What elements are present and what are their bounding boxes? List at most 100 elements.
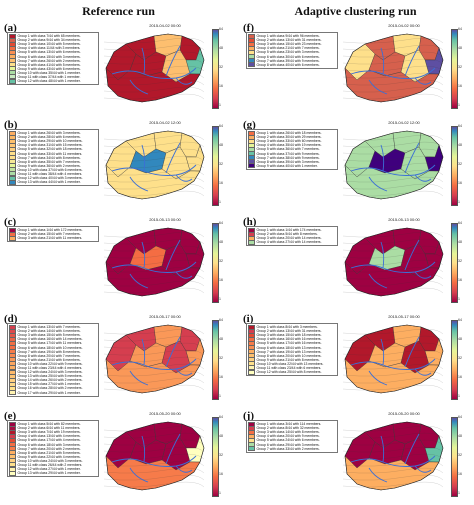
legend-label: Group 9 with class 22/44 with 4 members. xyxy=(17,454,81,459)
legend-item: Group 3 with class 21/44 with 11 members… xyxy=(9,235,97,241)
cell-boundary xyxy=(103,58,205,65)
legend-label: Group 8 with class 41/44 with 5 members. xyxy=(17,62,81,67)
legend-label: Group 2 with class 14/44 with 4 members. xyxy=(17,329,81,334)
legend-label: Group 2 with class 13/44 with 31 members… xyxy=(256,329,322,334)
legend-label: Group 9 with class 40/44 with 1 member. xyxy=(256,163,318,168)
river-line xyxy=(129,79,149,95)
legend-label: Group 4 with class 13/44 with 4 members. xyxy=(17,434,81,439)
cell-boundary xyxy=(103,231,205,238)
legend-label: Group 1 with class 3/44 with 114 members… xyxy=(256,422,322,427)
legend-label: Group 2 with class 8/44 with 32 members. xyxy=(256,426,320,431)
legend-label: Group 17 with class 29/44 with 1 member. xyxy=(17,390,81,395)
legend-label: Group 8 with class 40/44 with 6 members. xyxy=(256,62,320,67)
colorbar-tick-label: 16 xyxy=(219,472,223,476)
cell-boundary xyxy=(342,342,444,349)
river-line xyxy=(165,142,181,174)
catchment-map xyxy=(342,130,444,200)
river-line xyxy=(165,336,181,368)
legend-label: Group 3 with class 33/44 with 60 members… xyxy=(256,139,322,144)
cell-boundary xyxy=(342,377,444,384)
cell-boundary xyxy=(103,432,205,439)
map-panel: (e) 2015-05-20 00:00 Group 1 with class 5/… xyxy=(2,410,234,500)
cell-boundary xyxy=(103,86,205,93)
cell-boundary xyxy=(103,252,205,259)
legend-label: Group 1 with class 1/44 with 172 members… xyxy=(17,228,83,233)
colorbar-tick-label: 48 xyxy=(458,337,462,341)
legend-label: Group 9 with class 21/44 with 8 members. xyxy=(256,357,320,362)
cell-boundary xyxy=(342,273,444,280)
colorbar-tick-label: 1 xyxy=(458,200,460,204)
cell-boundary xyxy=(342,51,444,58)
legend-label: Group 12 with class 25/44 with 8 members… xyxy=(256,370,322,375)
catchment-map xyxy=(103,227,205,297)
legend-label: Group 1 with class 8/44 with 3 members. xyxy=(256,325,318,330)
panel-label: (e) xyxy=(4,410,17,422)
legend-label: Group 13 with class 29/44 with 1 member. xyxy=(17,471,81,476)
cell-boundary xyxy=(342,86,444,93)
cell-boundary xyxy=(103,474,205,481)
colorbar-tick-label: 16 xyxy=(458,181,462,185)
legend-label: Group 3 with class 29/44 with 10 members… xyxy=(17,139,83,144)
legend-swatch xyxy=(248,369,255,375)
catchment-outline xyxy=(105,227,205,297)
panel-label: (b) xyxy=(4,119,18,131)
legend-item: Group 12 with class 25/44 with 8 members… xyxy=(248,369,336,375)
cell-boundary xyxy=(342,335,444,342)
colorbar-tick-label: 64 xyxy=(219,318,223,322)
legend-label: Group 7 with class 20/44 with 2 members. xyxy=(17,446,81,451)
legend-label: Group 4 with class 11/44 with 3 members. xyxy=(17,46,81,51)
legend-item: Group 12 with class 48/44 with 1 member. xyxy=(9,78,97,84)
colorbar-tick-label: 32 xyxy=(219,162,223,166)
river-line xyxy=(111,455,197,467)
river-line xyxy=(129,467,149,483)
legend-label: Group 7 with class 26/44 with 2 members. xyxy=(17,58,81,63)
legend-item: Group 8 with class 40/44 with 6 members. xyxy=(248,62,336,68)
river-line xyxy=(414,174,432,182)
colorbar-tick-label: 64 xyxy=(219,221,223,225)
colorbar xyxy=(212,223,219,303)
river-line xyxy=(350,67,436,79)
colorbar-tick-label: 16 xyxy=(219,278,223,282)
cell-boundary xyxy=(342,439,444,446)
legend-label: Group 12 with class 24/44 with 3 members… xyxy=(17,370,83,375)
legend-label: Group 2 with class 9/44 with 34 members. xyxy=(17,38,81,43)
cell-boundary xyxy=(103,238,205,245)
legend-label: Group 6 with class 15/44 with 3 members. xyxy=(17,54,81,59)
legend-label: Group 4 with class 27/44 with 14 members… xyxy=(256,240,322,245)
legend-label: Group 4 with class 31/44 with 15 members… xyxy=(17,143,83,148)
legend-label: Group 2 with class 5/44 with 8 members. xyxy=(256,232,318,237)
legend-label: Group 12 with class 40/44 with 3 members… xyxy=(17,176,83,181)
colorbar-tick-label: 64 xyxy=(219,415,223,419)
reference-run-title: Reference run xyxy=(82,4,155,18)
cell-boundary xyxy=(103,425,205,432)
colorbar-tick-label: 64 xyxy=(458,27,462,31)
legend-label: Group 8 with class 21/44 with 5 members. xyxy=(17,450,81,455)
legend-label: Group 12 with class 27/44 with 1 member. xyxy=(17,467,81,472)
colorbar-tick-label: 16 xyxy=(458,278,462,282)
legend-label: Group 2 with class 15/44 with 7 members. xyxy=(17,232,81,237)
colorbar-tick-label: 32 xyxy=(458,162,462,166)
legend-label: Group 12 with class 48/44 with 1 member. xyxy=(17,79,81,84)
group-legend: Group 1 with class 26/44 with 3 members.… xyxy=(7,129,99,187)
river-line xyxy=(350,455,436,467)
legend-label: Group 7 with class 19/44 with 8 members. xyxy=(17,349,81,354)
legend-swatch xyxy=(9,235,16,241)
river-line xyxy=(111,358,197,370)
legend-swatch xyxy=(9,179,16,185)
legend-label: Group 3 with class 21/44 with 11 members… xyxy=(17,236,83,241)
cell-boundary xyxy=(342,446,444,453)
panel-label: (d) xyxy=(4,313,18,325)
cell-boundary xyxy=(103,51,205,58)
legend-label: Group 6 with class 37/44 with 9 members. xyxy=(256,151,320,156)
legend-label: Group 7 with class 38/44 with 9 members. xyxy=(256,155,320,160)
legend-label: Group 6 with class 18/44 with 13 members… xyxy=(256,345,322,350)
cell-boundary xyxy=(103,273,205,280)
colorbar-tick-label: 32 xyxy=(458,356,462,360)
river-line xyxy=(380,144,385,172)
legend-label: Group 3 with class 15/44 with 5 members. xyxy=(17,333,81,338)
legend-label: Group 9 with class 21/44 with 6 members. xyxy=(17,357,81,362)
panel-label: (i) xyxy=(243,313,254,325)
catchment-map xyxy=(342,33,444,103)
colorbar-tick-label: 16 xyxy=(219,84,223,88)
legend-label: Group 9 with class 43/44 with 6 members. xyxy=(17,66,81,71)
